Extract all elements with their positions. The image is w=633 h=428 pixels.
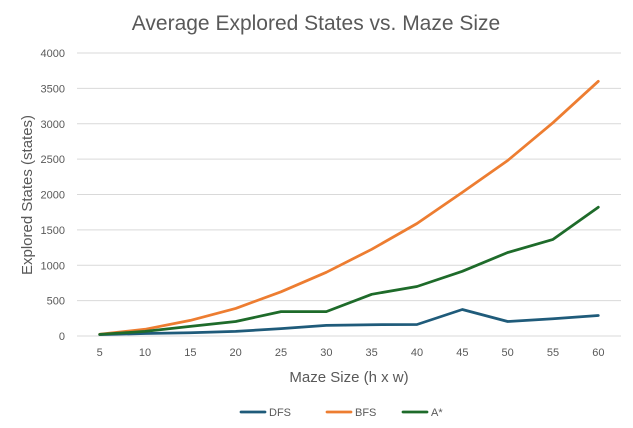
y-tick-label: 2000 (41, 190, 65, 202)
series-line-dfs (98, 308, 600, 336)
x-tick-label: 15 (184, 347, 196, 359)
x-tick-label: 40 (411, 347, 423, 359)
x-tick-label: 60 (592, 347, 604, 359)
y-tick-label: 3500 (41, 83, 65, 95)
x-tick-label: 35 (366, 347, 378, 359)
y-tick-label: 500 (47, 296, 65, 308)
legend-item: BFS (325, 407, 376, 419)
legend-item: DFS (239, 407, 291, 419)
legend-item: A* (401, 407, 443, 419)
chart-title: Average Explored States vs. Maze Size (132, 12, 500, 35)
x-tick-label: 55 (547, 347, 559, 359)
y-tick-label: 3000 (41, 119, 65, 131)
x-tick-label: 10 (139, 347, 151, 359)
series-line-bfs (98, 79, 600, 336)
legend-label: BFS (355, 407, 376, 419)
y-tick-label: 1500 (41, 225, 65, 237)
x-tick-label: 25 (275, 347, 287, 359)
gridlines (77, 52, 621, 337)
x-axis-ticks: 5 10 15 20 25 30 35 40 45 50 55 60 (97, 347, 605, 359)
series-lines (98, 79, 600, 336)
x-axis-title: Maze Size (h x w) (289, 369, 408, 386)
x-tick-label: 30 (320, 347, 332, 359)
x-tick-label: 50 (502, 347, 514, 359)
y-tick-label: 0 (59, 331, 65, 343)
y-axis-ticks: 0 500 1000 1500 2000 2500 3000 3500 4000 (41, 48, 65, 343)
y-axis-title: Explored States (states) (19, 115, 36, 275)
y-tick-label: 4000 (41, 48, 65, 60)
legend-label: DFS (269, 407, 291, 419)
y-tick-label: 2500 (41, 154, 65, 166)
x-tick-label: 45 (456, 347, 468, 359)
x-tick-label: 20 (230, 347, 242, 359)
x-tick-label: 5 (97, 347, 103, 359)
legend: DFS BFS A* (239, 407, 443, 419)
legend-label: A* (431, 407, 443, 419)
series-line-astar (98, 205, 600, 336)
y-tick-label: 1000 (41, 260, 65, 272)
